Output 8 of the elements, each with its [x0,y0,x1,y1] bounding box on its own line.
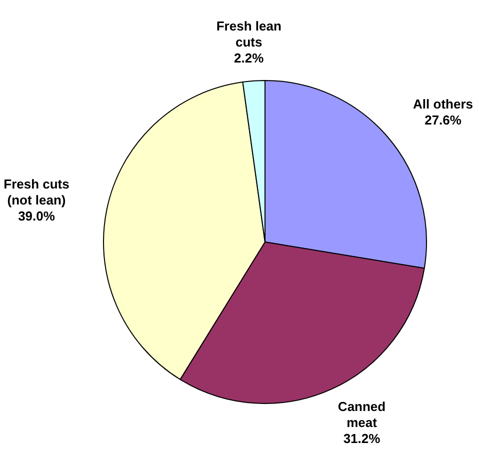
data-label: 27.6% [424,112,462,128]
data-label: 2.2% [234,50,264,66]
slice-label: Fresh lean cuts [216,18,282,50]
slice-label: Fresh cuts (not lean) [4,176,70,208]
data-label: 31.2% [343,431,381,446]
data-label: 39.0% [18,208,56,224]
slice-label: All others [413,96,474,112]
slice-label: Canned meat [338,399,386,430]
